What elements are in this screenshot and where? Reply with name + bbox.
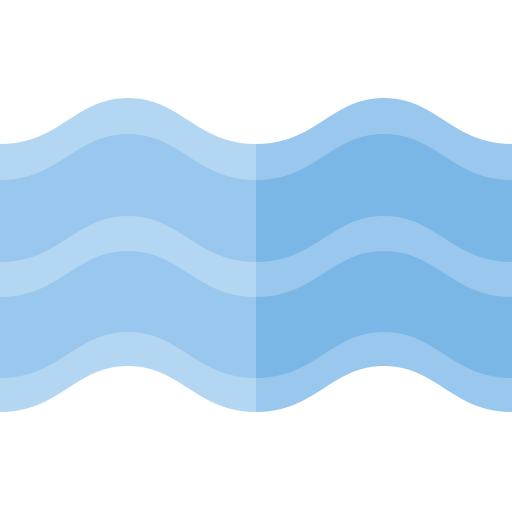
wave-band-mid-1 [0, 134, 256, 262]
waves-left-half [0, 98, 256, 412]
wave-band-mid-2 [0, 251, 256, 378]
waves-right-half [256, 98, 512, 412]
wave-band-dark-1 [256, 134, 512, 262]
wave-band-dark-2 [256, 251, 512, 378]
